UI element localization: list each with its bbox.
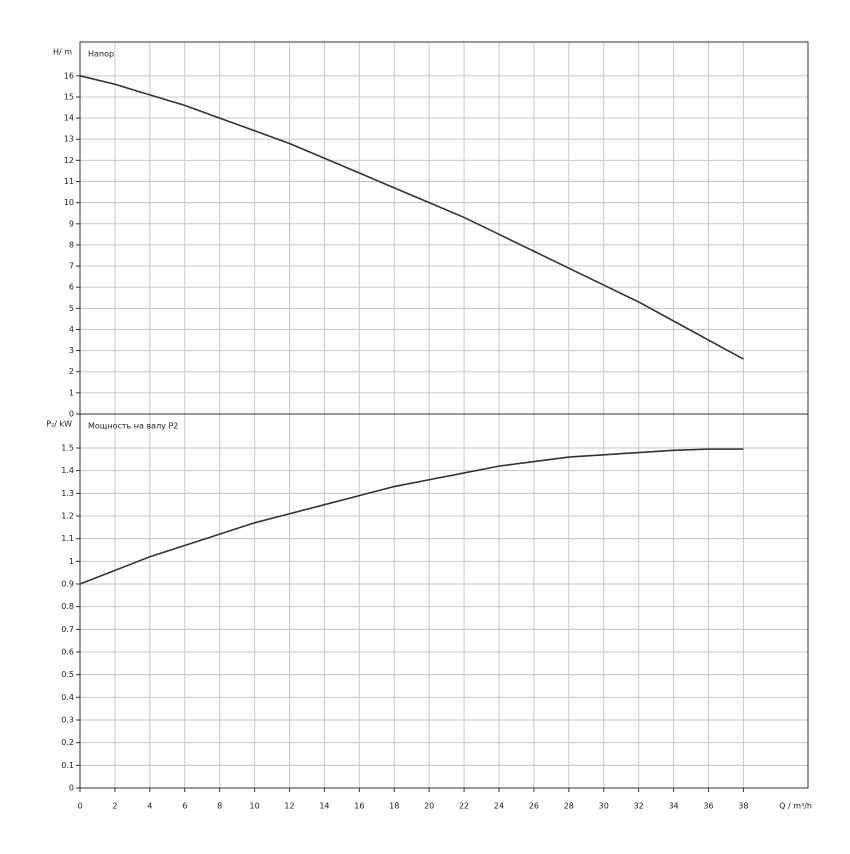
x-tick-label: 24 bbox=[494, 802, 504, 811]
x-tick-label: 6 bbox=[182, 802, 187, 811]
y-tick-label: 1.4 bbox=[61, 466, 74, 475]
x-tick-label: 36 bbox=[703, 802, 713, 811]
x-tick-label: 34 bbox=[668, 802, 678, 811]
curve bbox=[79, 75, 744, 360]
x-tick-label: 10 bbox=[249, 802, 259, 811]
x-tick-label: 30 bbox=[599, 802, 609, 811]
y-axis-label: H/ m bbox=[53, 48, 72, 57]
x-tick-label: 22 bbox=[459, 802, 469, 811]
x-tick-label: 26 bbox=[529, 802, 539, 811]
y-tick-label: 15 bbox=[64, 92, 74, 101]
x-tick-label: 2 bbox=[112, 802, 117, 811]
y-tick-label: 4 bbox=[69, 325, 74, 334]
x-tick-label: 18 bbox=[389, 802, 399, 811]
y-tick-label: 1.3 bbox=[61, 489, 74, 498]
y-tick-label: 16 bbox=[64, 71, 74, 80]
y-tick-label: 0 bbox=[69, 784, 74, 793]
x-tick-label: 16 bbox=[354, 802, 364, 811]
x-tick-label: 8 bbox=[217, 802, 222, 811]
y-tick-label: 1 bbox=[69, 388, 74, 397]
y-tick-label: 10 bbox=[64, 198, 74, 207]
y-tick-label: 0 bbox=[69, 410, 74, 419]
y-tick-label: 1.2 bbox=[61, 512, 74, 521]
y-tick-label: 14 bbox=[64, 114, 74, 123]
y-tick-label: 13 bbox=[64, 135, 74, 144]
plot-frame bbox=[79, 41, 809, 415]
x-tick-label: 14 bbox=[319, 802, 329, 811]
y-tick-label: 0.7 bbox=[61, 625, 74, 634]
y-tick-label: 1 bbox=[69, 557, 74, 566]
x-tick-label: 38 bbox=[738, 802, 748, 811]
y-axis-label: P₂/ kW bbox=[46, 420, 72, 429]
y-tick-label: 0.1 bbox=[61, 761, 74, 770]
y-tick-label: 11 bbox=[64, 177, 74, 186]
plot-frame bbox=[79, 413, 809, 789]
y-tick-label: 0.2 bbox=[61, 738, 74, 747]
y-tick-label: 8 bbox=[69, 240, 74, 249]
x-tick-label: 0 bbox=[77, 802, 82, 811]
y-tick-label: 0.8 bbox=[61, 602, 74, 611]
y-tick-label: 0.3 bbox=[61, 716, 74, 725]
y-tick-label: 9 bbox=[69, 219, 74, 228]
y-tick-label: 1.5 bbox=[61, 444, 74, 453]
x-tick-label: 20 bbox=[424, 802, 434, 811]
y-tick-label: 6 bbox=[69, 283, 74, 292]
y-tick-label: 0.4 bbox=[61, 693, 74, 702]
y-tick-label: 5 bbox=[69, 304, 74, 313]
x-axis-label: Q / m³/h bbox=[779, 802, 812, 811]
curve-label: Напор bbox=[88, 50, 114, 59]
curve bbox=[79, 448, 744, 585]
y-tick-label: 7 bbox=[69, 262, 74, 271]
x-tick-label: 4 bbox=[147, 802, 152, 811]
y-tick-label: 3 bbox=[69, 346, 74, 355]
y-tick-label: 12 bbox=[64, 156, 74, 165]
curve-label: Мощность на валу P2 bbox=[88, 422, 178, 431]
y-tick-label: 2 bbox=[69, 367, 74, 376]
y-tick-label: 0.6 bbox=[61, 648, 74, 657]
y-tick-label: 0.9 bbox=[61, 580, 74, 589]
y-tick-label: 0.5 bbox=[61, 670, 74, 679]
x-tick-label: 12 bbox=[284, 802, 294, 811]
x-tick-label: 32 bbox=[634, 802, 644, 811]
y-tick-label: 1.1 bbox=[61, 534, 74, 543]
x-tick-label: 28 bbox=[564, 802, 574, 811]
